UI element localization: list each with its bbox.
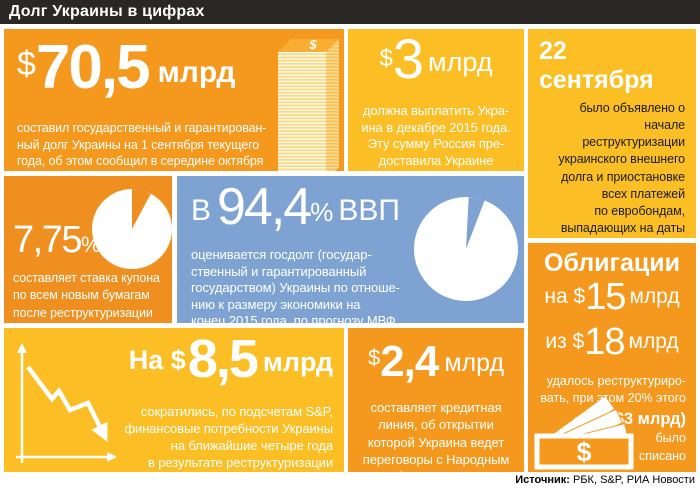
gdp-ratio-description: оценивается госдолг (государ- ственный и… bbox=[191, 247, 400, 323]
bonds-line-15: на $15 млрд bbox=[544, 276, 680, 318]
bonds-line-18: из $18 млрд bbox=[545, 321, 679, 363]
coupon-pie-chart bbox=[92, 189, 172, 269]
page-title: Долг Украины в цифрах bbox=[9, 3, 205, 20]
restructuring-date: 22 сентября bbox=[539, 37, 654, 94]
header-bar: Долг Украины в цифрах bbox=[0, 0, 700, 24]
tile-coupon-rate: 7,75% составляет ставка купона по всем н… bbox=[4, 176, 172, 323]
savings-description: сократились, по подсчетам S&P, финансовы… bbox=[124, 404, 333, 471]
total-debt-description: составил государственный и гарантирован-… bbox=[17, 121, 270, 171]
december-payment-value: $3 млрд bbox=[379, 29, 493, 90]
gdp-ratio-value: В 94,4% ВВП bbox=[191, 178, 400, 236]
coupon-rate-description: составляет ставка купона по всем новым б… bbox=[13, 271, 160, 320]
money-fan-icon: $ bbox=[533, 396, 634, 470]
china-credit-value: $2,4 млрд bbox=[367, 337, 505, 386]
restructuring-description: было объявлено о начале реструктуризации… bbox=[558, 101, 685, 235]
savings-text-block: На $8,5 млрд сократились, по подсчетам S&… bbox=[124, 329, 333, 472]
china-credit-description: составляет кредитная линия, об открытии … bbox=[362, 400, 510, 472]
savings-value: На $8,5 млрд bbox=[128, 329, 333, 389]
dollar-sign: $ bbox=[367, 345, 381, 370]
source-text: РБК, S&P, РИА Новости bbox=[569, 474, 695, 486]
tile-restructuring-start: 22 сентября было объявлено о начале рест… bbox=[528, 29, 696, 238]
gdp-pie-chart bbox=[414, 197, 518, 301]
tile-debt-to-gdp: В 94,4% ВВП оценивается госдолг (государ- … bbox=[177, 176, 524, 323]
tile-total-debt: $70,5 млрд составил государственный и гар… bbox=[4, 29, 344, 171]
december-payment-description: должна выплатить Укра- ина в декабре 201… bbox=[361, 103, 511, 171]
writeoff-amount: ($3 млрд) bbox=[609, 409, 686, 428]
dollar-sign: $ bbox=[17, 45, 36, 83]
coupon-rate-value: 7,75% bbox=[13, 219, 101, 261]
tile-china-credit: $2,4 млрд составляет кредитная линия, об … bbox=[348, 328, 524, 472]
total-debt-value: $70,5 млрд bbox=[17, 33, 236, 102]
source-note: Источник: РБК, S&P, РИА Новости bbox=[515, 474, 695, 486]
downtrend-line-chart bbox=[16, 343, 117, 463]
stack-dollar-glyph: $ bbox=[308, 37, 317, 52]
tile-savings: На $8,5 млрд сократились, по подсчетам S&… bbox=[4, 328, 344, 472]
tile-december-payment: $3 млрд должна выплатить Укра- ина в дека… bbox=[348, 29, 524, 171]
tile-bonds: Облигации на $15 млрд из $18 млрд удалось … bbox=[528, 243, 696, 472]
bonds-heading: Облигации bbox=[544, 249, 680, 277]
fan-dollar-glyph: $ bbox=[576, 437, 591, 467]
source-label: Источник: bbox=[515, 474, 570, 486]
dollar-sign: $ bbox=[379, 45, 393, 72]
money-stack-icon: $ bbox=[278, 37, 339, 171]
